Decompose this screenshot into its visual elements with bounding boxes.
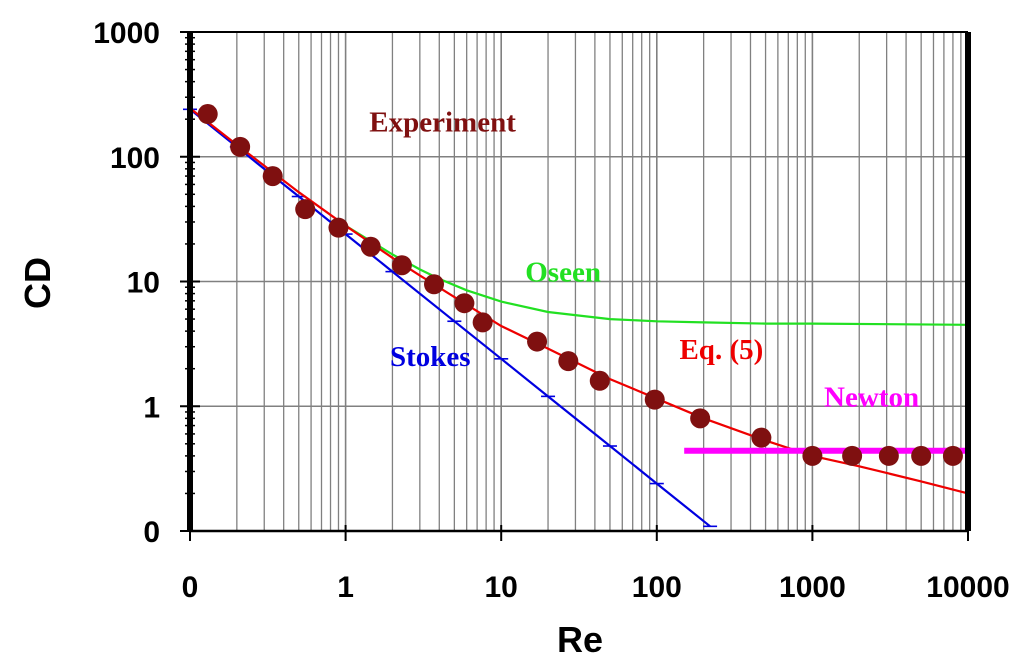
experiment-point bbox=[589, 370, 610, 391]
annotations: Experiment Oseen Stokes Eq. (5) Newton bbox=[369, 106, 919, 413]
experiment-point bbox=[472, 312, 493, 333]
annotation-newton: Newton bbox=[824, 381, 919, 413]
experiment-point bbox=[911, 445, 932, 466]
experiment-point bbox=[558, 351, 579, 372]
experiment-point bbox=[230, 136, 251, 157]
experiment-point bbox=[878, 445, 899, 466]
experiment-point bbox=[644, 389, 665, 410]
experiment-point bbox=[262, 166, 283, 187]
experiment-point bbox=[802, 445, 823, 466]
x-tick-label: 10 bbox=[485, 571, 518, 604]
experiment-point bbox=[527, 331, 548, 352]
x-tick-label: 1000 bbox=[779, 571, 846, 604]
experiment-point bbox=[360, 236, 381, 257]
y-tick-label: 100 bbox=[110, 142, 160, 175]
annotation-eq-5: Eq. (5) bbox=[679, 334, 763, 366]
x-tick-label: 10000 bbox=[926, 571, 1009, 604]
x-tick-label: 1 bbox=[337, 571, 354, 604]
experiment-point bbox=[391, 255, 412, 276]
y-tick-label: 10 bbox=[127, 267, 160, 300]
plot-frame bbox=[180, 31, 971, 541]
experiment-point bbox=[942, 445, 963, 466]
series-layer bbox=[183, 104, 969, 528]
experiment-point bbox=[197, 104, 218, 125]
experiment-point bbox=[454, 293, 475, 314]
y-tick-label: 1000 bbox=[93, 17, 160, 50]
experiment-point bbox=[295, 199, 316, 220]
experiment-point bbox=[690, 408, 711, 429]
x-tick-label: 0 bbox=[182, 571, 199, 604]
x-axis-title: Re bbox=[557, 619, 603, 660]
y-tick-label: 1 bbox=[143, 391, 160, 424]
experiment-point bbox=[751, 427, 772, 448]
experiment-point bbox=[424, 274, 445, 295]
annotation-oseen: Oseen bbox=[525, 257, 601, 289]
y-axis-title: CD bbox=[17, 257, 58, 309]
experiment-point bbox=[842, 445, 863, 466]
series-line-oseen bbox=[345, 224, 969, 326]
x-tick-label: 100 bbox=[632, 571, 682, 604]
series-line-eq-5 bbox=[189, 107, 969, 495]
experiment-point bbox=[328, 217, 349, 238]
y-tick-label: 0 bbox=[143, 516, 160, 549]
annotation-experiment: Experiment bbox=[369, 106, 516, 138]
annotation-stokes: Stokes bbox=[390, 341, 471, 373]
tick-labels: 0 1 10 100 1000 10000 0 1 10 100 1000 bbox=[93, 17, 1009, 604]
